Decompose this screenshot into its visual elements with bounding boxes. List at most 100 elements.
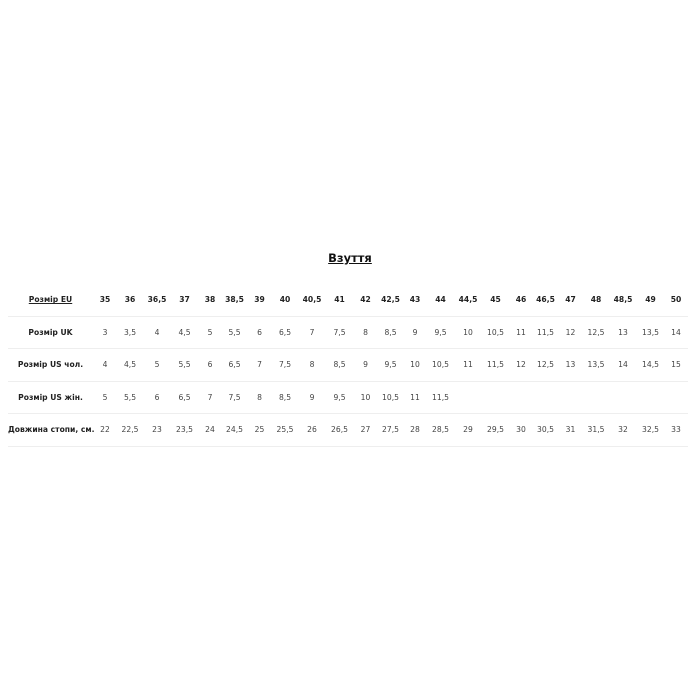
table-cell <box>454 381 482 414</box>
table-cell: 45 <box>482 284 509 317</box>
table-cell: 10,5 <box>427 348 454 382</box>
table-cell: 8 <box>247 381 272 414</box>
table-cell: 46,5 <box>533 284 558 317</box>
table-cell: 4,5 <box>171 316 198 349</box>
table-cell: 6 <box>198 348 222 382</box>
table-cell: 14 <box>664 316 688 349</box>
table-row: Розмір EU 35 36 36,5 37 38 38,5 39 40 40,5 41 42 42,… <box>8 284 688 317</box>
table-cell: 37 <box>171 284 198 317</box>
table-cell: 7,5 <box>326 316 353 349</box>
table-cell: 6,5 <box>171 381 198 414</box>
table-cell: 13,5 <box>583 348 609 382</box>
table-cell: 38,5 <box>222 284 247 317</box>
table-cell: 7,5 <box>222 381 247 414</box>
table-cell: 22 <box>93 413 117 447</box>
table-cell: 36,5 <box>143 284 171 317</box>
table-cell: 49 <box>637 284 664 317</box>
table-cell <box>558 381 583 414</box>
row-label[interactable]: Розмір EU <box>8 284 93 317</box>
table-cell: 46 <box>509 284 533 317</box>
table-cell: 11 <box>509 316 533 349</box>
table-cell: 23,5 <box>171 413 198 447</box>
table-cell: 27,5 <box>378 413 403 447</box>
table-cell: 38 <box>198 284 222 317</box>
table-cell: 5,5 <box>117 381 143 414</box>
table-cell: 7 <box>198 381 222 414</box>
table-cell: 44 <box>427 284 454 317</box>
table-cell: 3,5 <box>117 316 143 349</box>
page-title: Взуття <box>328 251 372 265</box>
table-cell: 44,5 <box>454 284 482 317</box>
table-cell: 42 <box>353 284 378 317</box>
table-cell: 10 <box>403 348 427 382</box>
table-cell: 31,5 <box>583 413 609 447</box>
table-cell: 8,5 <box>326 348 353 382</box>
table-cell: 5 <box>143 348 171 382</box>
table-cell: 10 <box>353 381 378 414</box>
table-cell: 7,5 <box>272 348 298 382</box>
table-cell: 8 <box>298 348 326 382</box>
table-cell: 47 <box>558 284 583 317</box>
table-cell: 9,5 <box>427 316 454 349</box>
table-cell: 22,5 <box>117 413 143 447</box>
table-cell: 6 <box>247 316 272 349</box>
table-cell: 11,5 <box>427 381 454 414</box>
table-cell: 15 <box>664 348 688 382</box>
table-cell: 25 <box>247 413 272 447</box>
table-cell: 5,5 <box>222 316 247 349</box>
table-cell: 30 <box>509 413 533 447</box>
table-row: Довжина стопи, см. 22 22,5 23 23,5 24 24,5 25 25… <box>8 413 688 447</box>
table-cell: 28,5 <box>427 413 454 447</box>
table-cell: 10,5 <box>482 316 509 349</box>
table-cell: 23 <box>143 413 171 447</box>
table-cell: 27 <box>353 413 378 447</box>
table-cell: 9 <box>403 316 427 349</box>
table-row: Розмір US жін. 5 5,5 6 6,5 7 7,5 8 8,5 9 9,5 10 10,5… <box>8 381 688 414</box>
table-cell: 4 <box>93 348 117 382</box>
table-cell <box>664 381 688 414</box>
table-cell: 24 <box>198 413 222 447</box>
table-cell: 4,5 <box>117 348 143 382</box>
table-cell: 4 <box>143 316 171 349</box>
row-label-text[interactable]: Розмір EU <box>28 295 73 305</box>
table-cell <box>609 381 637 414</box>
table-cell: 26 <box>298 413 326 447</box>
table-cell: 25,5 <box>272 413 298 447</box>
table-cell: 12,5 <box>533 348 558 382</box>
table-cell: 6,5 <box>222 348 247 382</box>
table-cell: 28 <box>403 413 427 447</box>
table-cell: 41 <box>326 284 353 317</box>
table-cell: 8 <box>353 316 378 349</box>
table-cell: 14 <box>609 348 637 382</box>
table-cell: 7 <box>247 348 272 382</box>
table-cell: 43 <box>403 284 427 317</box>
table-cell: 9 <box>298 381 326 414</box>
table-cell <box>509 381 533 414</box>
table-cell: 9 <box>353 348 378 382</box>
table-cell: 26,5 <box>326 413 353 447</box>
size-table: Розмір EU 35 36 36,5 37 38 38,5 39 40 40,5 41 42 42,… <box>8 284 688 447</box>
row-label: Розмір US чол. <box>8 348 93 382</box>
table-cell: 35 <box>93 284 117 317</box>
row-label: Довжина стопи, см. <box>8 413 95 447</box>
table-cell: 13 <box>558 348 583 382</box>
table-cell: 13,5 <box>637 316 664 349</box>
table-cell: 9,5 <box>326 381 353 414</box>
table-cell <box>637 381 664 414</box>
table-cell: 5 <box>93 381 117 414</box>
table-cell: 5,5 <box>171 348 198 382</box>
table-cell: 10,5 <box>378 381 403 414</box>
table-cell: 9,5 <box>378 348 403 382</box>
table-cell: 10 <box>454 316 482 349</box>
row-label: Розмір UK <box>8 316 93 349</box>
table-cell: 29,5 <box>482 413 509 447</box>
table-cell: 8,5 <box>272 381 298 414</box>
table-cell <box>533 381 558 414</box>
table-cell: 42,5 <box>378 284 403 317</box>
table-cell: 24,5 <box>222 413 247 447</box>
table-cell: 5 <box>198 316 222 349</box>
table-cell: 48,5 <box>609 284 637 317</box>
table-cell: 50 <box>664 284 688 317</box>
table-cell: 11 <box>454 348 482 382</box>
table-cell: 6,5 <box>272 316 298 349</box>
